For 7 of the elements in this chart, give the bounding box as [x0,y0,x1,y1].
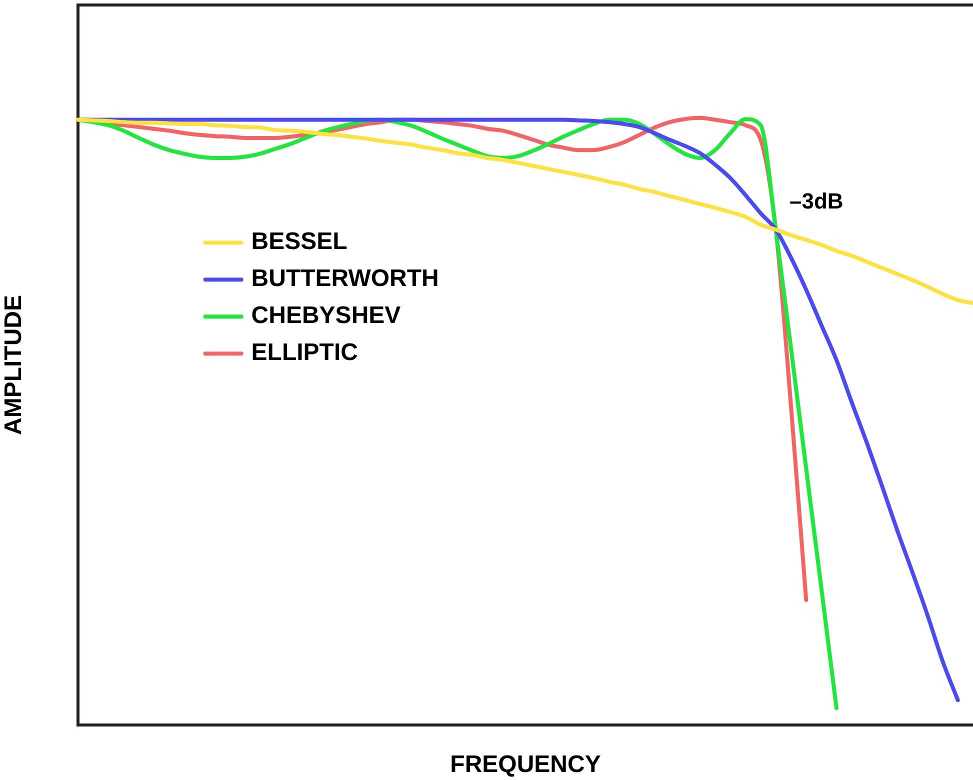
y-axis-title: AMPLITUDE [0,295,28,435]
legend-label: ELLIPTIC [251,339,358,366]
legend-label: BUTTERWORTH [251,265,439,292]
annotation: –3dB [790,188,844,214]
legend-label: CHEBYSHEV [251,302,401,330]
legend-label: BESSEL [251,228,348,256]
x-axis-title: FREQUENCY [450,751,601,778]
